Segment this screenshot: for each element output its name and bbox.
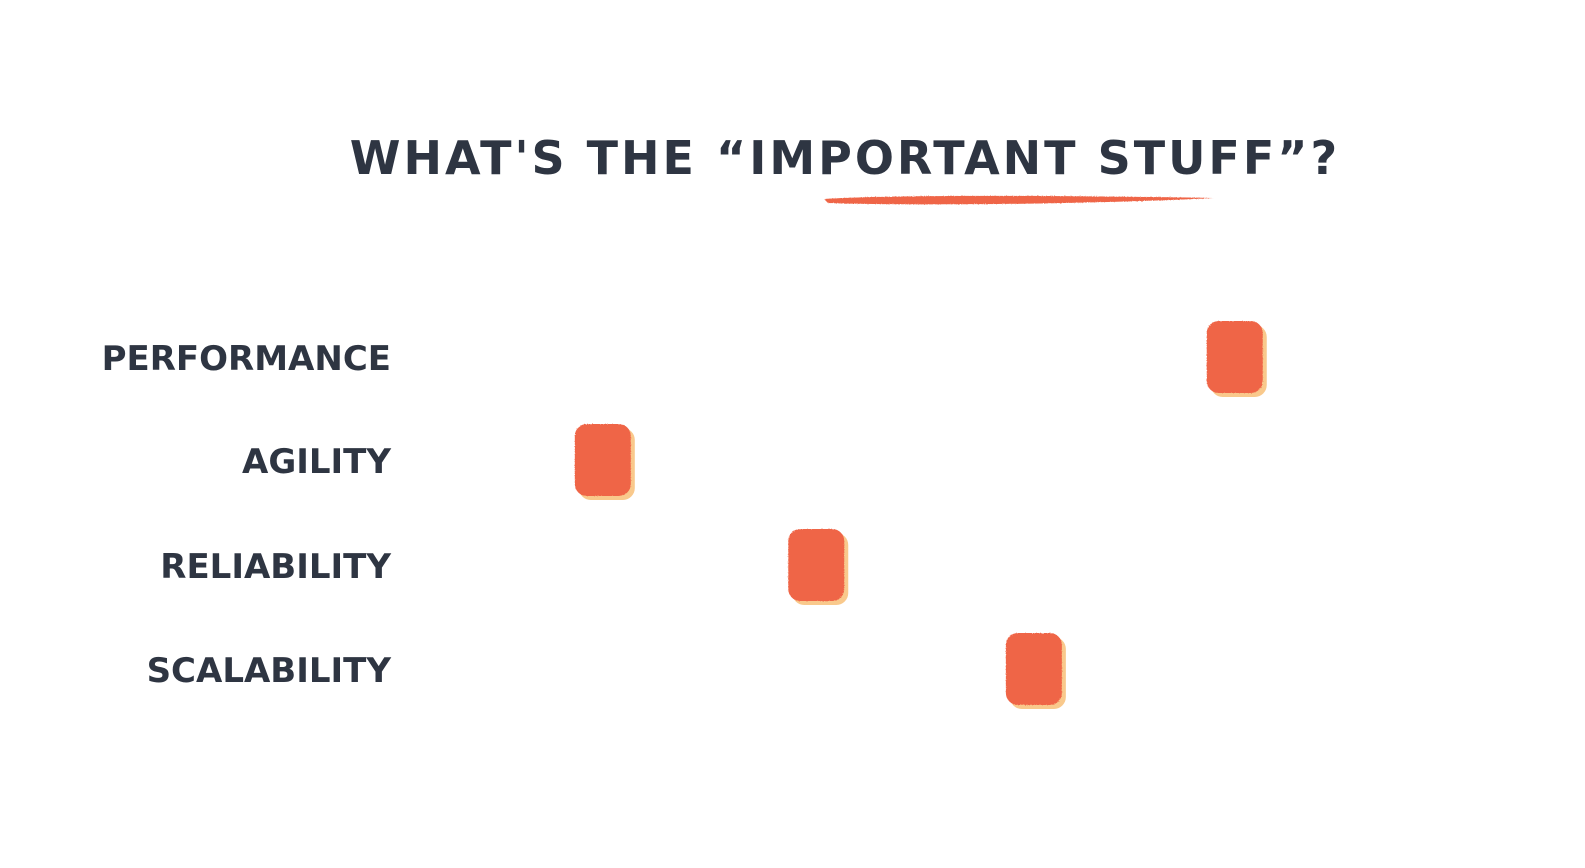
row-label: AGILITY xyxy=(242,442,391,482)
slider-marker xyxy=(574,424,631,496)
row-label: RELIABILITY xyxy=(160,547,391,587)
slider-marker xyxy=(1206,321,1263,393)
slider-row-reliability: RELIABILITY xyxy=(160,529,1334,605)
slider-marker xyxy=(788,529,845,601)
title-underline xyxy=(824,195,1214,205)
slider-row-performance: PERFORMANCE xyxy=(102,321,1334,397)
slider-rows: PERFORMANCE AGILITY RELIABILITY SCALABILITY xyxy=(102,321,1334,709)
slider-marker xyxy=(1005,633,1062,705)
slider-row-scalability: SCALABILITY xyxy=(147,633,1334,709)
diagram-title: WHAT'S THE “IMPORTANT STUFF”? xyxy=(350,131,1340,185)
row-label: SCALABILITY xyxy=(147,651,392,691)
row-label: PERFORMANCE xyxy=(102,339,391,379)
slider-row-agility: AGILITY xyxy=(242,424,1334,500)
